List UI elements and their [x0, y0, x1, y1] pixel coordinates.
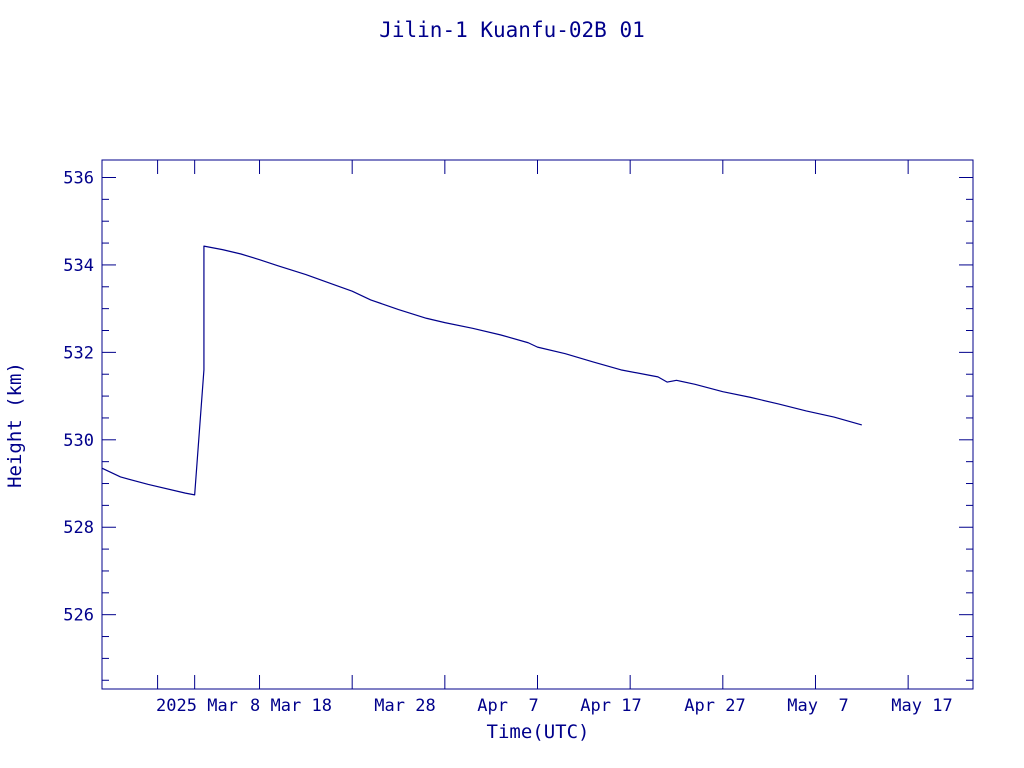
y-tick-label: 528 [63, 518, 94, 538]
x-tick-label: Apr 7 [477, 696, 538, 716]
x-tick-label: May 17 [891, 696, 952, 716]
y-tick-label: 534 [63, 256, 94, 276]
y-tick-label: 526 [63, 606, 94, 626]
y-tick-label: 530 [63, 431, 94, 451]
x-tick-label: Apr 17 [580, 696, 641, 716]
y-tick-label: 532 [63, 343, 94, 363]
chart-title: Jilin-1 Kuanfu-02B 01 [379, 18, 645, 42]
series-line-height [101, 245, 862, 496]
plot-frame [101, 159, 974, 690]
x-tick-label: 2025 Mar [156, 696, 238, 716]
x-axis-label: Time(UTC) [487, 721, 590, 743]
x-tick-label: Mar 28 [374, 696, 435, 716]
y-axis-label: Height (km) [4, 362, 26, 488]
series-layer [101, 245, 862, 496]
y-axis: 526 528 530 532 534 536 [63, 168, 973, 681]
x-tick-label: May 7 [787, 696, 848, 716]
y-tick-label: 536 [63, 168, 94, 188]
x-tick-label: Apr 27 [684, 696, 745, 716]
x-axis: 2025 Mar 8 Mar 18 Mar 28 Apr 7 Apr 17 Apr 27 M… [156, 160, 953, 716]
x-tick-label: 8 Mar 18 [250, 696, 332, 716]
